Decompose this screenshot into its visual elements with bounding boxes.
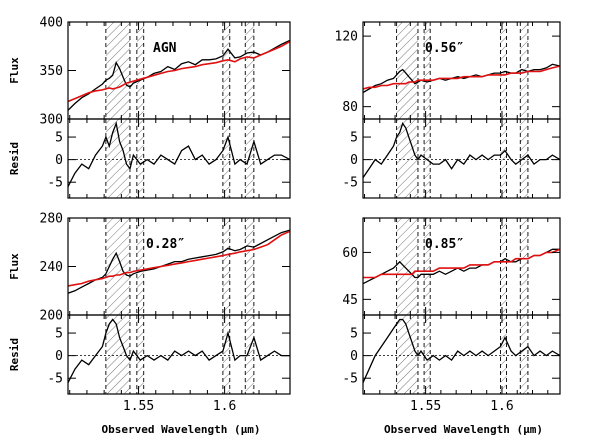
- panel-3: 80 120 0.56″: [335, 21, 561, 120]
- y-tick-label: 350: [40, 64, 63, 79]
- y-tick-label: 5: [55, 327, 63, 342]
- panel-frame: [362, 217, 561, 316]
- panel-frame: [67, 217, 291, 316]
- y-axis-label: Flux: [8, 253, 21, 280]
- observed-spectrum-line: [363, 318, 560, 383]
- observed-spectrum-line: [363, 122, 560, 179]
- observed-spectrum-line: [68, 121, 290, 187]
- y-tick-label: 5: [55, 131, 63, 146]
- excluded-region: [136, 22, 144, 119]
- y-tick-label: 120: [335, 30, 358, 45]
- excluded-region: [424, 218, 431, 315]
- y-tick-label: -5: [342, 372, 358, 387]
- y-tick-label: -5: [342, 176, 358, 191]
- panel-frame: [362, 314, 561, 395]
- y-tick-label: 400: [40, 16, 63, 31]
- observed-spectrum-line: [68, 39, 290, 111]
- observed-spectrum-line: [363, 248, 560, 285]
- excluded-region: [105, 22, 130, 119]
- y-tick-label: 45: [342, 293, 358, 308]
- y-tick-label: 200: [40, 309, 63, 324]
- excluded-region: [396, 22, 418, 119]
- y-tick-label: 80: [342, 100, 358, 115]
- excluded-region: [245, 218, 254, 315]
- excluded-region: [424, 22, 431, 119]
- panel-4: -5 0 5: [342, 118, 561, 199]
- excluded-region: [396, 315, 418, 394]
- excluded-region: [500, 218, 507, 315]
- panel-annotation: AGN: [153, 41, 177, 56]
- x-tick-label: 1.55: [123, 399, 154, 414]
- panel-2: -5 0 5 Resid: [8, 118, 291, 199]
- panel-frame: [362, 118, 561, 199]
- excluded-region: [424, 119, 431, 198]
- panel-1: 300 350 400 Flux AGN: [8, 16, 291, 128]
- excluded-region: [396, 119, 418, 198]
- excluded-region: [222, 119, 230, 198]
- excluded-region: [245, 22, 254, 119]
- x-tick-label: 1.55: [410, 399, 441, 414]
- excluded-region: [136, 119, 144, 198]
- excluded-region: [424, 315, 431, 394]
- y-tick-label: 0: [55, 349, 63, 364]
- panel-frame: [67, 118, 291, 199]
- panel-annotation: 0.85″: [425, 237, 464, 252]
- y-tick-label: 0: [55, 153, 63, 168]
- y-tick-label: 5: [350, 327, 358, 342]
- model-spectrum-line: [363, 248, 560, 279]
- excluded-region: [500, 22, 507, 119]
- model-spectrum-line: [68, 40, 290, 103]
- model-spectrum-line: [68, 230, 290, 287]
- y-tick-label: -5: [47, 176, 63, 191]
- observed-spectrum-line: [68, 318, 290, 383]
- y-axis-label: Resid: [8, 338, 21, 371]
- excluded-region: [136, 218, 144, 315]
- panel-8: -5 0 5 1.55 1.6: [342, 314, 561, 414]
- panel-frame: [67, 314, 291, 395]
- y-tick-label: 5: [350, 131, 358, 146]
- excluded-region: [245, 119, 254, 198]
- y-tick-label: 0: [350, 153, 358, 168]
- y-tick-label: -5: [47, 372, 63, 387]
- y-tick-label: 300: [40, 113, 63, 128]
- panel-annotation: 0.28″: [146, 237, 185, 252]
- y-axis-label: Resid: [8, 142, 21, 175]
- model-spectrum-line: [363, 65, 560, 90]
- x-axis-label: Observed Wavelength (μm): [102, 423, 261, 436]
- y-tick-label: 60: [342, 246, 358, 261]
- panel-5: 200 240 280 Flux 0.28″: [8, 212, 291, 324]
- excluded-region: [222, 218, 230, 315]
- x-tick-label: 1.6: [213, 399, 236, 414]
- excluded-region: [136, 315, 144, 394]
- excluded-region: [500, 119, 507, 198]
- observed-spectrum-line: [363, 63, 560, 94]
- y-axis-label: Flux: [8, 57, 21, 84]
- excluded-region: [396, 218, 418, 315]
- excluded-region: [245, 315, 254, 394]
- excluded-region: [500, 315, 507, 394]
- excluded-region: [520, 315, 528, 394]
- panel-6: -5 0 5 1.55 1.6 Resid: [8, 314, 291, 414]
- panel-7: 45 60 0.85″: [342, 217, 561, 316]
- x-tick-label: 1.6: [490, 399, 513, 414]
- y-tick-label: 280: [40, 212, 63, 227]
- excluded-region: [222, 22, 230, 119]
- y-tick-label: 0: [350, 349, 358, 364]
- panel-annotation: 0.56″: [425, 41, 464, 56]
- panel-frame: [67, 21, 291, 120]
- excluded-region: [222, 315, 230, 394]
- excluded-region: [520, 218, 528, 315]
- y-tick-label: 240: [40, 260, 63, 275]
- x-axis-label: Observed Wavelength (μm): [384, 423, 543, 436]
